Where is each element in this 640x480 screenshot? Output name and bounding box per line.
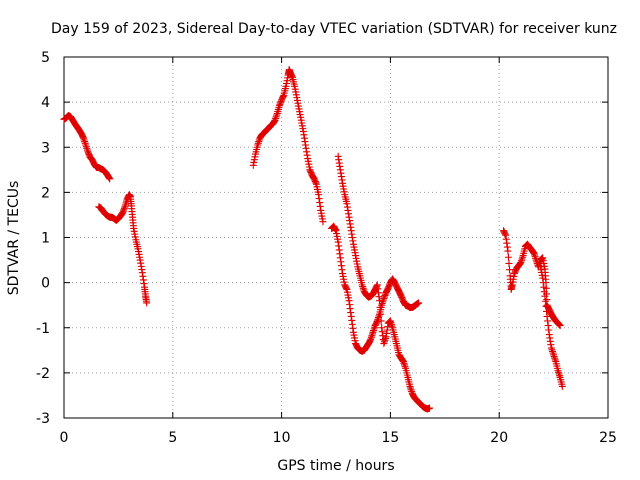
y-tick-label: 0	[41, 276, 50, 292]
x-tick-label: 5	[168, 430, 177, 446]
series-segment-5	[334, 152, 434, 413]
x-tick-label: 25	[599, 430, 617, 446]
series-segment-3	[249, 66, 327, 226]
data-point	[377, 317, 385, 325]
x-tick-label: 0	[60, 430, 69, 446]
series-segment-1	[60, 112, 114, 183]
series-segment-6	[500, 227, 564, 329]
data-point	[504, 247, 512, 255]
data-point	[556, 321, 564, 329]
series-segment-2	[95, 191, 151, 307]
y-tick-label: 2	[41, 185, 50, 201]
data-point	[505, 259, 513, 267]
data-point	[106, 175, 114, 183]
y-tick-label: 1	[41, 231, 50, 247]
x-tick-label: 15	[381, 430, 399, 446]
data-point	[558, 382, 566, 390]
y-tick-label: -2	[36, 366, 50, 382]
data-point	[506, 266, 514, 274]
y-tick-label: 5	[41, 50, 50, 66]
y-tick-label: -1	[36, 321, 50, 337]
grid	[64, 57, 608, 418]
x-axis-label: GPS time / hours	[277, 458, 394, 474]
x-tick-label: 10	[273, 430, 291, 446]
chart-title: Day 159 of 2023, Sidereal Day-to-day VTE…	[51, 21, 617, 37]
series-segment-7	[537, 263, 566, 390]
y-tick-label: -3	[36, 411, 50, 427]
y-axis-label: SDTVAR / TECUs	[6, 181, 22, 296]
data-point	[143, 299, 151, 307]
data-point	[415, 299, 423, 307]
data-points	[60, 66, 566, 413]
y-tick-label: 3	[41, 140, 50, 156]
tick-labels: 0 5 10 15 20 25 -3 -2 -1 0 1 2 3 4 5	[36, 50, 617, 446]
data-point	[376, 303, 384, 311]
plot-frame	[63, 56, 609, 419]
data-point	[426, 404, 434, 412]
series-segment-4	[328, 222, 423, 355]
data-point	[376, 297, 384, 305]
data-point	[504, 253, 512, 261]
data-point	[319, 218, 327, 226]
y-tick-label: 4	[41, 95, 50, 111]
data-point	[377, 310, 385, 318]
x-tick-label: 20	[490, 430, 508, 446]
